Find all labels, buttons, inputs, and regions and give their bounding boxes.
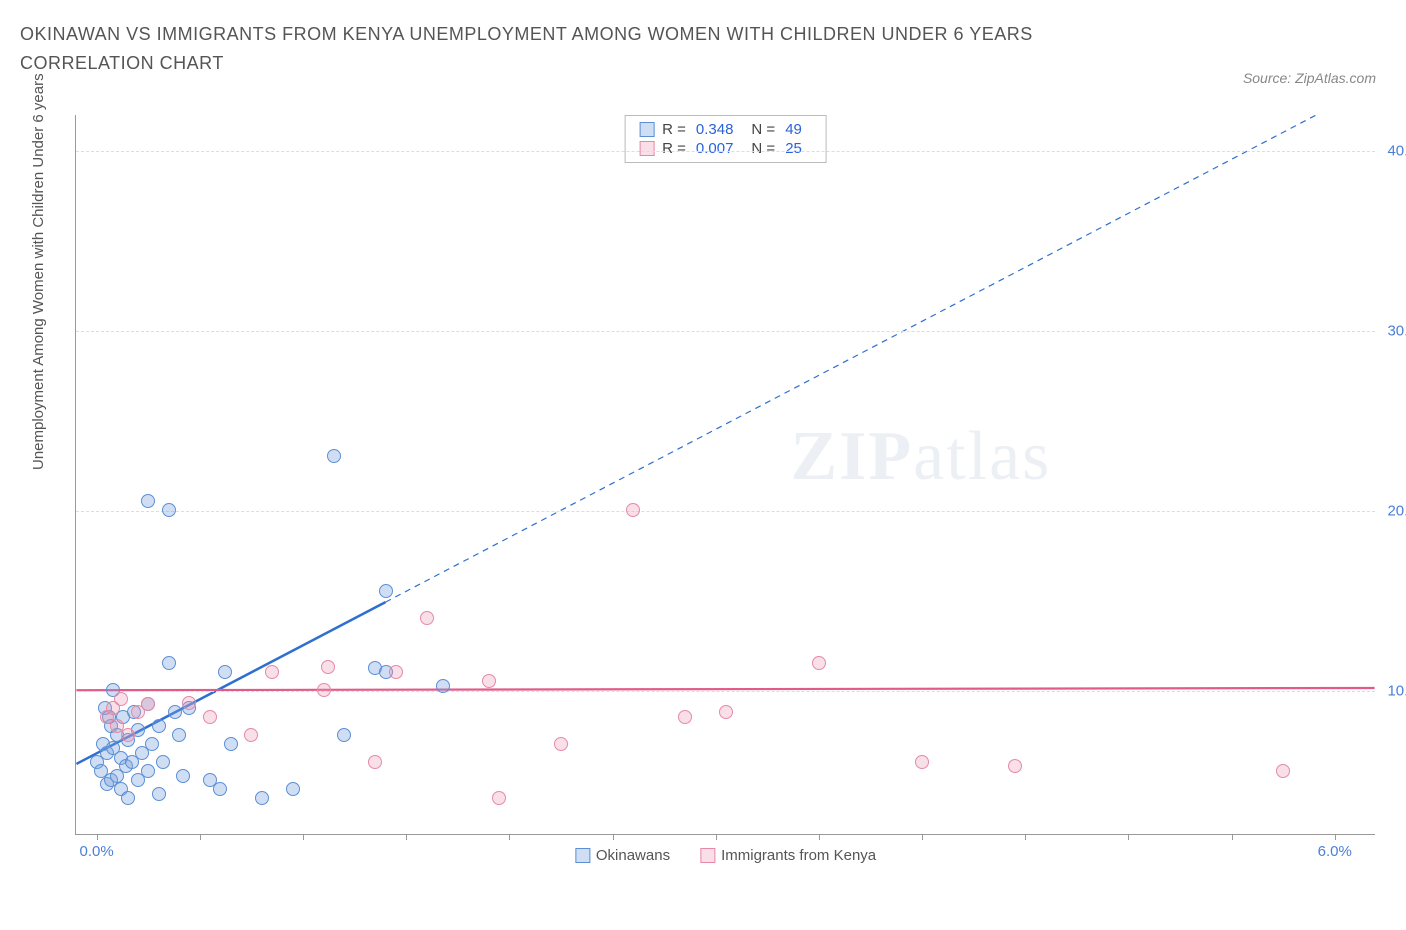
stats-n-value: 49 [785, 121, 802, 138]
scatter-point [286, 782, 300, 796]
x-tick [303, 834, 304, 840]
trend-lines-layer [76, 115, 1375, 834]
scatter-point [554, 737, 568, 751]
x-tick [1025, 834, 1026, 840]
scatter-point [141, 697, 155, 711]
scatter-point [168, 705, 182, 719]
x-tick [509, 834, 510, 840]
stats-r-label: R = [662, 121, 686, 138]
stats-n-value: 25 [785, 140, 802, 157]
scatter-point [114, 692, 128, 706]
stats-n-label: N = [751, 140, 775, 157]
scatter-point [182, 696, 196, 710]
scatter-point [218, 665, 232, 679]
scatter-point [1008, 759, 1022, 773]
legend-swatch-icon [700, 848, 715, 863]
trend-line-solid [76, 688, 1374, 690]
plot-area: ZIPatlas R =0.348N =49R =0.007N =25 Okin… [75, 115, 1375, 835]
scatter-point [176, 769, 190, 783]
gridline [76, 331, 1375, 332]
legend-swatch-icon [639, 141, 654, 156]
legend-swatch-icon [575, 848, 590, 863]
stats-row: R = 0.348 N = 49 [639, 120, 812, 139]
scatter-point [244, 728, 258, 742]
legend-label: Immigrants from Kenya [721, 847, 876, 864]
scatter-point [156, 755, 170, 769]
scatter-point [482, 674, 496, 688]
scatter-point [224, 737, 238, 751]
x-tick [613, 834, 614, 840]
scatter-point [162, 656, 176, 670]
x-tick [1128, 834, 1129, 840]
scatter-point [141, 764, 155, 778]
legend-swatch-icon [639, 122, 654, 137]
scatter-point [626, 503, 640, 517]
legend-label: Okinawans [596, 847, 670, 864]
scatter-point [152, 719, 166, 733]
x-tick [97, 834, 98, 840]
stats-r-value: 0.348 [696, 121, 734, 138]
scatter-point [121, 728, 135, 742]
x-tick [716, 834, 717, 840]
source-attribution: Source: ZipAtlas.com [1243, 70, 1376, 86]
scatter-point [915, 755, 929, 769]
y-tick-label: 20.0% [1387, 503, 1406, 520]
stats-box: R = 0.348 N = 49 R = 0.007 N = 25 [624, 115, 827, 163]
gridline [76, 691, 1375, 692]
scatter-point [152, 787, 166, 801]
gridline [76, 151, 1375, 152]
scatter-point [141, 494, 155, 508]
x-tick [1335, 834, 1336, 840]
watermark: ZIPatlas [790, 417, 1051, 497]
x-tick [819, 834, 820, 840]
scatter-point [265, 665, 279, 679]
scatter-point [678, 710, 692, 724]
scatter-point [337, 728, 351, 742]
stats-n-label: N = [751, 121, 775, 138]
x-tick [922, 834, 923, 840]
scatter-point [321, 660, 335, 674]
chart-title: OKINAWAN VS IMMIGRANTS FROM KENYA UNEMPL… [20, 20, 1120, 78]
trend-line-dashed [385, 115, 1374, 602]
scatter-point [317, 683, 331, 697]
scatter-point [213, 782, 227, 796]
stats-r-value: 0.007 [696, 140, 734, 157]
scatter-point [162, 503, 176, 517]
legend: Okinawans Immigrants from Kenya [575, 847, 876, 864]
x-tick-label: 0.0% [80, 843, 114, 860]
scatter-point [145, 737, 159, 751]
x-tick [1232, 834, 1233, 840]
stats-row: R = 0.007 N = 25 [639, 139, 812, 158]
legend-item: Okinawans [575, 847, 670, 864]
legend-item: Immigrants from Kenya [700, 847, 876, 864]
scatter-point [121, 791, 135, 805]
scatter-point [389, 665, 403, 679]
scatter-point [327, 449, 341, 463]
correlation-chart: OKINAWAN VS IMMIGRANTS FROM KENYA UNEMPL… [20, 20, 1386, 910]
scatter-point [379, 584, 393, 598]
scatter-point [719, 705, 733, 719]
scatter-point [420, 611, 434, 625]
y-axis-label: Unemployment Among Women with Children U… [30, 73, 47, 470]
scatter-point [368, 755, 382, 769]
y-tick-label: 30.0% [1387, 323, 1406, 340]
scatter-point [812, 656, 826, 670]
x-tick-label: 6.0% [1318, 843, 1352, 860]
scatter-point [255, 791, 269, 805]
scatter-point [1276, 764, 1290, 778]
y-tick-label: 40.0% [1387, 143, 1406, 160]
y-tick-label: 10.0% [1387, 683, 1406, 700]
x-tick [406, 834, 407, 840]
scatter-point [492, 791, 506, 805]
stats-r-label: R = [662, 140, 686, 157]
scatter-point [203, 710, 217, 724]
scatter-point [436, 679, 450, 693]
scatter-point [172, 728, 186, 742]
x-tick [200, 834, 201, 840]
gridline [76, 511, 1375, 512]
